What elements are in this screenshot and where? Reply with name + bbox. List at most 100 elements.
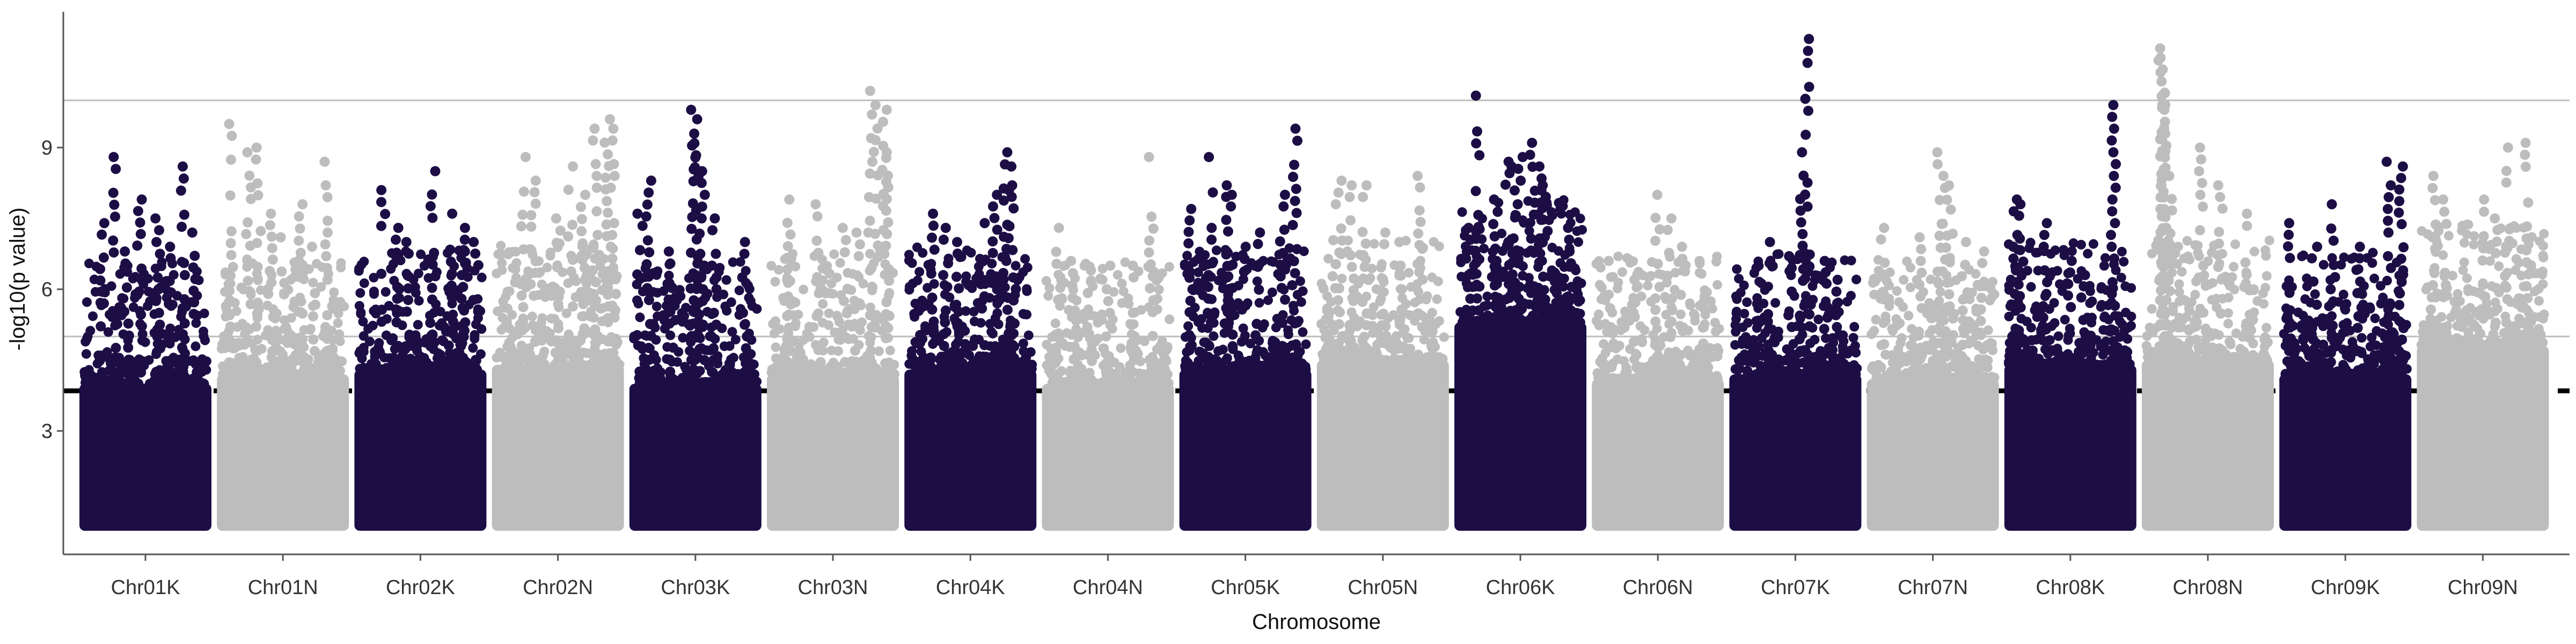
data-point bbox=[1187, 284, 1198, 295]
data-point bbox=[607, 135, 618, 146]
peak-point bbox=[1797, 147, 1807, 158]
chromosome-group-chr01n bbox=[216, 119, 349, 531]
data-point bbox=[401, 306, 412, 317]
peak-point bbox=[608, 123, 619, 134]
data-point bbox=[1662, 270, 1673, 281]
data-point bbox=[1412, 309, 1423, 319]
data-point bbox=[1567, 294, 1577, 304]
data-point bbox=[530, 325, 541, 335]
data-point bbox=[98, 287, 108, 297]
data-point bbox=[376, 268, 387, 279]
data-point bbox=[1117, 279, 1127, 289]
data-point bbox=[696, 178, 707, 188]
data-point bbox=[1763, 357, 1774, 368]
data-point bbox=[1698, 338, 1709, 349]
data-point bbox=[1542, 225, 1553, 236]
data-point bbox=[985, 319, 995, 329]
data-point bbox=[601, 219, 612, 230]
data-point bbox=[600, 172, 611, 183]
data-point bbox=[1489, 231, 1500, 241]
peak-point bbox=[646, 175, 656, 186]
data-point bbox=[1006, 330, 1017, 340]
data-point bbox=[1488, 219, 1499, 230]
data-point bbox=[667, 282, 677, 293]
data-point bbox=[1002, 304, 1013, 315]
data-point bbox=[1989, 289, 2000, 299]
data-point bbox=[1253, 239, 1263, 250]
data-point bbox=[358, 342, 369, 353]
data-point bbox=[590, 159, 601, 170]
data-point bbox=[1564, 246, 1575, 257]
data-point bbox=[108, 247, 119, 258]
data-point bbox=[1976, 292, 1987, 303]
data-point bbox=[689, 128, 700, 139]
data-point bbox=[1432, 355, 1442, 365]
data-point bbox=[441, 364, 451, 374]
peak-point bbox=[177, 161, 188, 172]
data-point bbox=[696, 213, 707, 224]
data-point bbox=[1650, 236, 1660, 246]
data-point bbox=[108, 367, 119, 377]
data-point bbox=[786, 346, 796, 356]
data-point bbox=[498, 353, 508, 363]
data-point bbox=[477, 273, 487, 283]
data-point bbox=[595, 261, 605, 271]
point-cloud-bulk bbox=[1454, 322, 1586, 531]
data-point bbox=[1741, 332, 1751, 342]
data-point bbox=[267, 254, 278, 265]
data-point bbox=[691, 150, 701, 160]
data-point bbox=[1423, 326, 1433, 336]
data-point bbox=[740, 367, 750, 377]
data-point bbox=[518, 302, 529, 312]
data-point bbox=[1514, 282, 1525, 292]
data-point bbox=[376, 196, 387, 207]
data-point bbox=[1086, 276, 1096, 287]
peak-point bbox=[952, 237, 962, 247]
data-point bbox=[707, 378, 718, 389]
data-point bbox=[741, 355, 751, 365]
data-point bbox=[1643, 281, 1653, 291]
peak-point bbox=[692, 114, 702, 125]
data-point bbox=[1250, 330, 1261, 341]
data-point bbox=[1053, 295, 1064, 305]
data-point bbox=[369, 306, 379, 316]
data-point bbox=[1394, 355, 1405, 365]
data-point bbox=[252, 178, 263, 189]
data-point bbox=[1834, 369, 1845, 379]
data-point bbox=[576, 287, 587, 297]
data-point bbox=[1362, 308, 1372, 319]
data-point bbox=[1287, 219, 1298, 230]
data-point bbox=[539, 346, 550, 356]
peak-point bbox=[870, 100, 881, 111]
data-point bbox=[1518, 270, 1528, 281]
data-point bbox=[294, 345, 304, 355]
chromosome-group-chr03k bbox=[629, 105, 762, 531]
peak-point bbox=[1832, 274, 1843, 285]
data-point bbox=[1427, 272, 1437, 282]
data-point bbox=[1538, 237, 1548, 248]
data-point bbox=[1375, 285, 1386, 296]
data-point bbox=[1675, 309, 1686, 319]
data-point bbox=[818, 299, 828, 309]
data-point bbox=[928, 221, 939, 231]
data-point bbox=[1429, 237, 1439, 247]
data-point bbox=[641, 211, 652, 222]
data-point bbox=[447, 268, 457, 279]
data-point bbox=[678, 333, 688, 343]
data-point bbox=[1479, 244, 1489, 254]
data-point bbox=[1203, 353, 1214, 363]
data-point bbox=[611, 274, 621, 284]
data-point bbox=[1410, 297, 1420, 308]
data-point bbox=[826, 346, 837, 356]
data-point bbox=[711, 272, 722, 283]
data-point bbox=[1538, 272, 1549, 282]
data-point bbox=[954, 283, 964, 294]
data-point bbox=[1763, 281, 1773, 291]
data-point bbox=[192, 367, 202, 377]
data-point bbox=[2087, 296, 2097, 306]
data-point bbox=[1975, 362, 1986, 373]
data-point bbox=[1654, 282, 1665, 292]
data-point bbox=[1185, 341, 1196, 352]
data-point bbox=[929, 279, 939, 289]
data-point bbox=[658, 286, 669, 296]
